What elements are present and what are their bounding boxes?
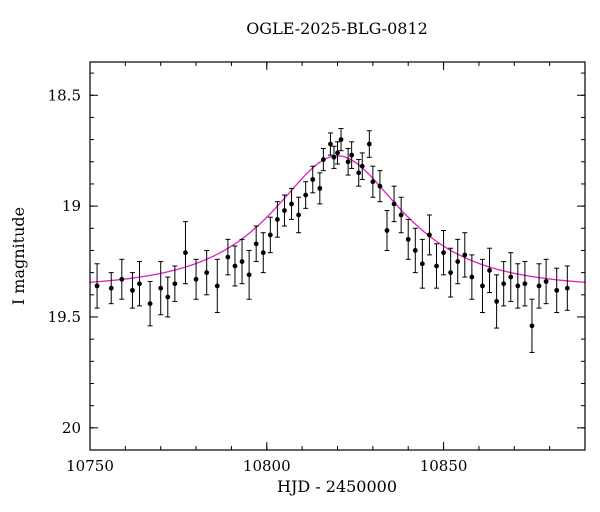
data-point [274,217,280,222]
data-point [427,232,432,238]
x-tick-label: 10750 [66,457,114,475]
chart-title: OGLE-2025-BLG-0812 [246,19,428,38]
data-point [108,285,114,291]
data-point [232,263,238,269]
data-point [398,212,404,218]
data-point [366,141,372,147]
data-point [419,261,425,267]
data-point [239,259,245,264]
data-point [487,268,492,273]
data-point [455,259,461,264]
data-points [94,128,570,353]
data-point [480,283,485,289]
x-tick-label: 10800 [243,457,291,475]
data-point [377,183,383,189]
data-point [370,179,376,185]
data-point [246,272,252,278]
y-tick-label: 19.5 [48,308,81,326]
y-tick-label: 20 [62,419,81,437]
data-point [441,250,446,256]
data-point [94,283,100,289]
data-point [359,163,365,169]
data-point [564,285,570,291]
data-point [130,287,135,293]
data-point [462,252,468,258]
data-point [267,232,273,238]
data-point [338,137,344,143]
data-point [331,154,337,160]
data-point [391,201,397,207]
data-point [508,274,514,280]
data-point [405,236,411,242]
data-point [214,283,220,289]
data-point [320,157,326,162]
data-point [137,281,142,287]
data-point [158,285,164,291]
data-point [515,283,521,289]
data-point [204,270,210,276]
data-point [412,248,418,253]
data-point [536,283,542,289]
data-point [469,274,475,280]
data-point [356,170,362,176]
y-tick-label: 18.5 [48,86,81,104]
data-point [554,287,560,293]
y-tick-label: 19 [62,197,81,215]
data-point [494,299,500,304]
x-tick-label: 10850 [420,457,468,475]
data-point [303,192,309,198]
data-point [225,254,231,260]
data-point [193,276,199,282]
data-point [282,208,287,213]
data-point [345,159,351,165]
data-point [310,177,316,182]
data-point [384,228,390,233]
data-point [529,323,535,329]
data-point [183,250,188,256]
data-point [253,241,259,247]
data-point [147,301,153,307]
x-axis-label: HJD - 2450000 [277,477,397,496]
y-axis-label: I magnitude [9,207,28,305]
tick-labels: 10750 10800 10850 18.5 19 19.5 20 [48,86,468,475]
data-point [296,212,302,218]
data-point [349,152,355,158]
data-point [543,279,549,284]
data-point [522,281,528,287]
data-point [165,294,171,300]
data-point [260,250,266,256]
data-point [119,276,125,282]
data-point [448,270,454,276]
data-point [289,201,294,207]
data-point [335,150,340,156]
data-point [172,281,178,287]
data-point [501,281,507,287]
data-point [317,185,323,191]
data-point [328,141,333,147]
axis-ticks [89,62,586,451]
data-point [434,263,439,269]
